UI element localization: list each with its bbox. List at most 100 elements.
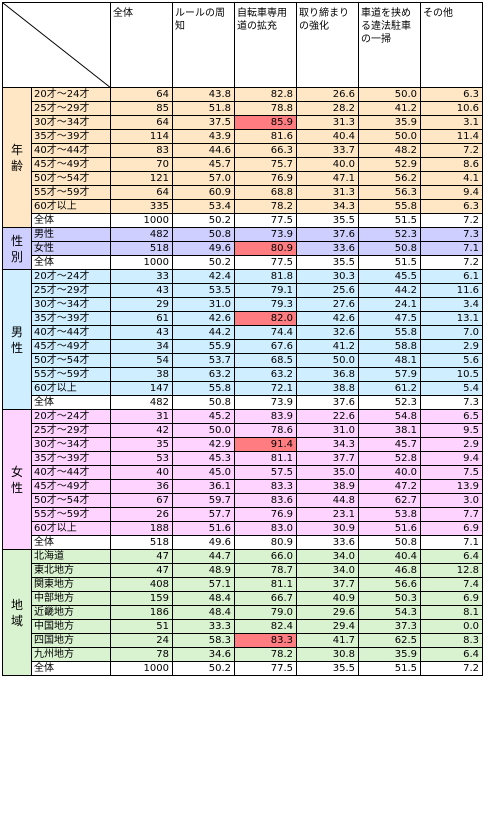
survey-table: 全体 ルールの周知 自転車専用道の拡充 取り締まりの強化 車道を挟める違法駐車の…	[2, 2, 483, 676]
value-cell: 75.7	[234, 157, 297, 172]
row-label: 50才～54才	[31, 353, 111, 368]
value-cell: 70	[110, 157, 173, 172]
value-cell: 61.2	[358, 381, 421, 396]
table-row: 男性 20才～24才 33 42.4 81.8 30.3 45.5 6.1	[2, 269, 483, 410]
value-cell: 81.8	[234, 269, 297, 284]
value-cell: 53	[110, 451, 173, 466]
value-cell: 41.7	[296, 633, 359, 648]
total-value-cell: 51.5	[358, 661, 421, 676]
value-cell: 47	[110, 549, 173, 564]
value-cell: 40.4	[296, 129, 359, 144]
row-label: 45才～49才	[31, 339, 111, 354]
total-row: 全体 518 49.6 80.9 33.6 50.8 7.1	[3, 535, 483, 550]
total-label: 全体	[31, 661, 111, 676]
value-cell: 31	[110, 409, 173, 424]
value-cell: 9.5	[420, 423, 483, 438]
value-cell: 10.6	[420, 101, 483, 116]
total-value-cell: 73.9	[234, 395, 297, 410]
total-value-cell: 482	[110, 395, 173, 410]
value-cell: 51.6	[172, 521, 235, 536]
table-row: 30才～34才 29 31.0 79.3 27.6 24.1 3.4	[3, 297, 483, 312]
value-cell: 82.4	[234, 619, 297, 634]
value-cell: 2.9	[420, 437, 483, 452]
value-cell: 6.9	[420, 521, 483, 536]
value-cell: 83.3	[234, 479, 297, 494]
row-label: 30才～34才	[31, 297, 111, 312]
value-cell: 7.7	[420, 507, 483, 522]
value-cell: 42	[110, 423, 173, 438]
row-label: 20才～24才	[31, 87, 111, 102]
table-row: 中部地方 159 48.4 66.7 40.9 50.3 6.9	[3, 591, 483, 606]
value-cell: 58.8	[358, 339, 421, 354]
table-row: 関東地方 408 57.1 81.1 37.7 56.6 7.4	[3, 577, 483, 592]
row-label: 45才～49才	[31, 479, 111, 494]
value-cell: 29.6	[296, 605, 359, 620]
value-cell: 56.6	[358, 577, 421, 592]
total-value-cell: 49.6	[172, 535, 235, 550]
value-cell: 8.6	[420, 157, 483, 172]
row-label: 中部地方	[31, 591, 111, 606]
value-cell: 50.0	[358, 87, 421, 102]
row-label: 35才～39才	[31, 451, 111, 466]
value-cell: 9.4	[420, 451, 483, 466]
value-cell: 64	[110, 115, 173, 130]
value-cell: 82.0	[234, 311, 297, 326]
value-cell: 31.3	[296, 185, 359, 200]
table-row: 40才～44才 83 44.6 66.3 33.7 48.2 7.2	[3, 143, 483, 158]
value-cell: 50.3	[358, 591, 421, 606]
group-label-char: 女	[10, 464, 23, 479]
value-cell: 57.0	[172, 171, 235, 186]
value-cell: 7.0	[420, 325, 483, 340]
value-cell: 30.8	[296, 647, 359, 662]
total-row: 全体 1000 50.2 77.5 35.5 51.5 7.2	[3, 213, 483, 228]
total-value-cell: 1000	[110, 213, 173, 228]
total-value-cell: 77.5	[234, 661, 297, 676]
value-cell: 72.1	[234, 381, 297, 396]
total-value-cell: 52.3	[358, 395, 421, 410]
value-cell: 11.4	[420, 129, 483, 144]
value-cell: 37.6	[296, 227, 359, 242]
value-cell: 66.3	[234, 143, 297, 158]
value-cell: 6.3	[420, 199, 483, 214]
table-row: 中国地方 51 33.3 82.4 29.4 37.3 0.0	[3, 619, 483, 634]
header-rule-awareness: ルールの周知	[172, 2, 235, 88]
value-cell: 28.2	[296, 101, 359, 116]
value-cell: 57.1	[172, 577, 235, 592]
value-cell: 5.4	[420, 381, 483, 396]
row-label: 40才～44才	[31, 325, 111, 340]
value-cell: 83.3	[234, 633, 297, 648]
value-cell: 79.3	[234, 297, 297, 312]
header-total: 全体	[110, 2, 173, 88]
value-cell: 41.2	[358, 101, 421, 116]
value-cell: 45.7	[358, 437, 421, 452]
value-cell: 57.5	[234, 465, 297, 480]
value-cell: 13.9	[420, 479, 483, 494]
value-cell: 45.0	[172, 465, 235, 480]
value-cell: 27.6	[296, 297, 359, 312]
value-cell: 52.3	[358, 227, 421, 242]
value-cell: 23.1	[296, 507, 359, 522]
value-cell: 64	[110, 87, 173, 102]
table-row: 60才以上 335 53.4 78.2 34.3 55.8 6.3	[3, 199, 483, 214]
total-value-cell: 50.2	[172, 255, 235, 270]
value-cell: 67.6	[234, 339, 297, 354]
value-cell: 40.4	[358, 549, 421, 564]
value-cell: 57.7	[172, 507, 235, 522]
value-cell: 31.0	[172, 297, 235, 312]
value-cell: 6.9	[420, 591, 483, 606]
value-cell: 25.6	[296, 283, 359, 298]
total-value-cell: 7.2	[420, 213, 483, 228]
row-label: 近畿地方	[31, 605, 111, 620]
value-cell: 37.5	[172, 115, 235, 130]
value-cell: 79.0	[234, 605, 297, 620]
row-label: 25才～29才	[31, 423, 111, 438]
value-cell: 74.4	[234, 325, 297, 340]
value-cell: 40.0	[296, 157, 359, 172]
value-cell: 36.8	[296, 367, 359, 382]
value-cell: 43	[110, 283, 173, 298]
value-cell: 40.9	[296, 591, 359, 606]
total-value-cell: 518	[110, 535, 173, 550]
value-cell: 7.1	[420, 241, 483, 256]
value-cell: 55.9	[172, 339, 235, 354]
value-cell: 81.6	[234, 129, 297, 144]
